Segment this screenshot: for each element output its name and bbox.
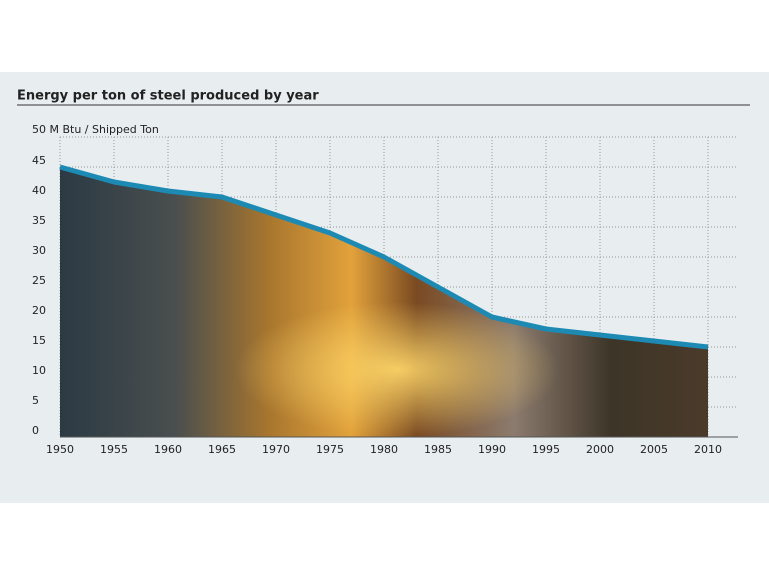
x-tick-label: 1960 xyxy=(154,443,182,456)
x-tick-label: 2010 xyxy=(694,443,722,456)
y-tick-label: 25 xyxy=(32,274,46,287)
y-tick-label: 35 xyxy=(32,214,46,227)
area-glow xyxy=(60,167,708,437)
x-tick-label: 1955 xyxy=(100,443,128,456)
y-tick-label: 5 xyxy=(32,394,39,407)
chart-title: Energy per ton of steel produced by year xyxy=(17,89,319,104)
y-tick-label: 45 xyxy=(32,154,46,167)
x-tick-label: 1975 xyxy=(316,443,344,456)
x-tick-label: 1980 xyxy=(370,443,398,456)
y-tick-label: 40 xyxy=(32,184,46,197)
x-tick-label: 1995 xyxy=(532,443,560,456)
y-tick-label: 10 xyxy=(32,364,46,377)
y-tick-label: 50 M Btu / Shipped Ton xyxy=(32,123,159,136)
line xyxy=(59,164,709,350)
x-tick-label: 2005 xyxy=(640,443,668,456)
y-tick-label: 15 xyxy=(32,334,46,347)
x-tick-label: 2000 xyxy=(586,443,614,456)
y-tick-label: 20 xyxy=(32,304,46,317)
x-tick-label: 1985 xyxy=(424,443,452,456)
x-tick-label: 1950 xyxy=(46,443,74,456)
x-tick-label: 1970 xyxy=(262,443,290,456)
y-tick-label: 0 xyxy=(32,424,39,437)
x-tick-label: 1990 xyxy=(478,443,506,456)
y-tick-label: 30 xyxy=(32,244,46,257)
x-tick-label: 1965 xyxy=(208,443,236,456)
